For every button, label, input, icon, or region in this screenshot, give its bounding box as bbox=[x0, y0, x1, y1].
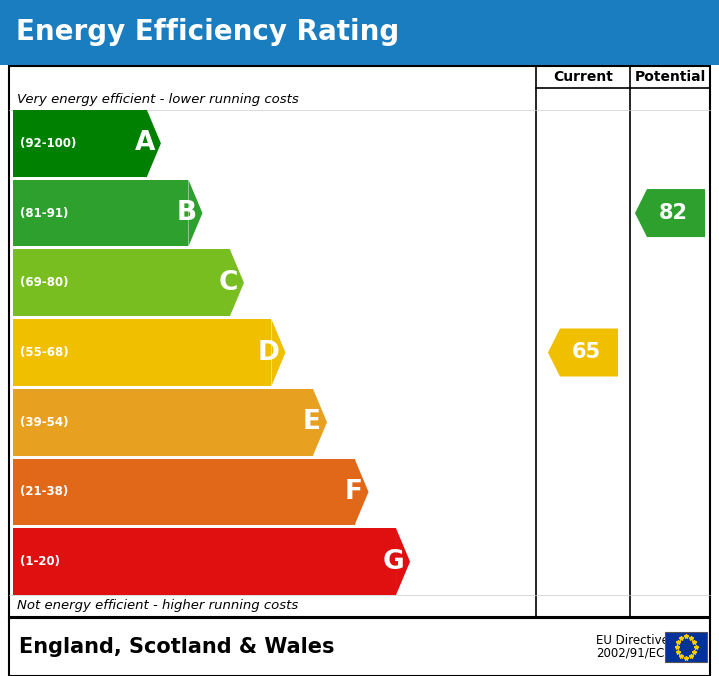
Bar bbox=[13, 319, 272, 386]
Text: Not energy efficient - higher running costs: Not energy efficient - higher running co… bbox=[17, 600, 298, 612]
Bar bbox=[9, 618, 710, 676]
Bar bbox=[13, 110, 147, 176]
Bar bbox=[9, 66, 710, 617]
Text: C: C bbox=[219, 270, 238, 296]
Polygon shape bbox=[147, 110, 161, 176]
Text: (92-100): (92-100) bbox=[20, 137, 76, 150]
Polygon shape bbox=[230, 249, 244, 316]
Bar bbox=[13, 389, 313, 456]
Polygon shape bbox=[635, 189, 705, 237]
Polygon shape bbox=[396, 528, 410, 595]
Text: D: D bbox=[257, 339, 280, 366]
Bar bbox=[13, 528, 396, 595]
Text: Potential: Potential bbox=[634, 70, 705, 84]
Text: Very energy efficient - lower running costs: Very energy efficient - lower running co… bbox=[17, 93, 299, 105]
Text: F: F bbox=[344, 479, 362, 505]
Text: Current: Current bbox=[553, 70, 613, 84]
Text: Energy Efficiency Rating: Energy Efficiency Rating bbox=[16, 18, 399, 47]
Text: G: G bbox=[383, 549, 404, 575]
Text: (81-91): (81-91) bbox=[20, 207, 68, 220]
Text: England, Scotland & Wales: England, Scotland & Wales bbox=[19, 637, 334, 657]
Polygon shape bbox=[354, 458, 369, 525]
Text: 82: 82 bbox=[659, 203, 687, 223]
Text: EU Directive: EU Directive bbox=[596, 635, 669, 648]
Bar bbox=[13, 458, 354, 525]
Polygon shape bbox=[188, 180, 203, 247]
Text: E: E bbox=[303, 409, 321, 435]
Bar bbox=[665, 632, 707, 662]
Text: (55-68): (55-68) bbox=[20, 346, 68, 359]
Text: (39-54): (39-54) bbox=[20, 416, 68, 429]
Polygon shape bbox=[313, 389, 327, 456]
Text: 65: 65 bbox=[572, 343, 600, 362]
Polygon shape bbox=[548, 329, 618, 377]
Text: (21-38): (21-38) bbox=[20, 485, 68, 498]
Polygon shape bbox=[272, 319, 285, 386]
Bar bbox=[13, 180, 188, 247]
Text: 2002/91/EC: 2002/91/EC bbox=[596, 646, 664, 660]
Text: (69-80): (69-80) bbox=[20, 276, 68, 289]
Bar bbox=[0, 0, 719, 65]
Text: B: B bbox=[176, 200, 196, 226]
Bar bbox=[13, 249, 230, 316]
Text: (1-20): (1-20) bbox=[20, 555, 60, 568]
Text: A: A bbox=[134, 130, 155, 156]
